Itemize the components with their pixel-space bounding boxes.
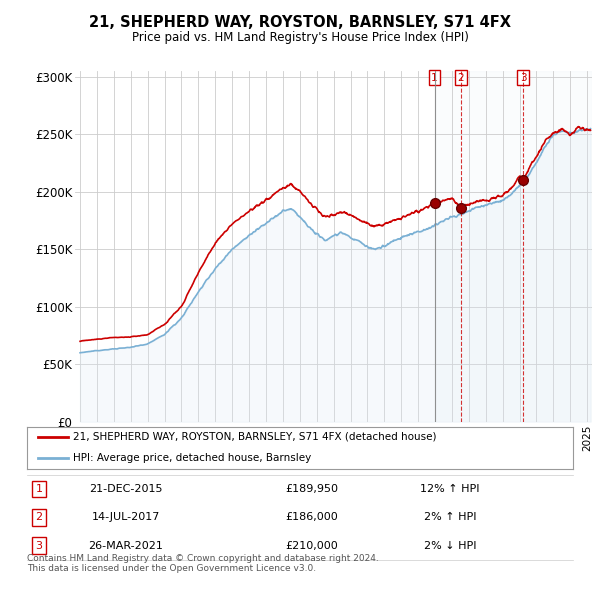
Text: 14-JUL-2017: 14-JUL-2017 xyxy=(92,513,160,522)
Text: 26-MAR-2021: 26-MAR-2021 xyxy=(89,541,163,550)
Text: 2% ↑ HPI: 2% ↑ HPI xyxy=(424,513,476,522)
Text: 2: 2 xyxy=(35,513,43,522)
Text: £210,000: £210,000 xyxy=(286,541,338,550)
Text: 2% ↓ HPI: 2% ↓ HPI xyxy=(424,541,476,550)
Text: 21, SHEPHERD WAY, ROYSTON, BARNSLEY, S71 4FX: 21, SHEPHERD WAY, ROYSTON, BARNSLEY, S71… xyxy=(89,15,511,30)
Text: 21, SHEPHERD WAY, ROYSTON, BARNSLEY, S71 4FX (detached house): 21, SHEPHERD WAY, ROYSTON, BARNSLEY, S71… xyxy=(73,432,437,442)
Text: 12% ↑ HPI: 12% ↑ HPI xyxy=(420,484,480,494)
Text: 1: 1 xyxy=(431,73,438,83)
Text: £186,000: £186,000 xyxy=(286,513,338,522)
Text: 3: 3 xyxy=(520,73,527,83)
Bar xyxy=(434,71,592,422)
Text: 2: 2 xyxy=(458,73,464,83)
Text: Price paid vs. HM Land Registry's House Price Index (HPI): Price paid vs. HM Land Registry's House … xyxy=(131,31,469,44)
Text: HPI: Average price, detached house, Barnsley: HPI: Average price, detached house, Barn… xyxy=(73,453,311,463)
Text: £189,950: £189,950 xyxy=(286,484,338,494)
Text: 21-DEC-2015: 21-DEC-2015 xyxy=(89,484,163,494)
Text: 3: 3 xyxy=(35,541,43,550)
Text: Contains HM Land Registry data © Crown copyright and database right 2024.
This d: Contains HM Land Registry data © Crown c… xyxy=(27,554,379,573)
Text: 1: 1 xyxy=(35,484,43,494)
